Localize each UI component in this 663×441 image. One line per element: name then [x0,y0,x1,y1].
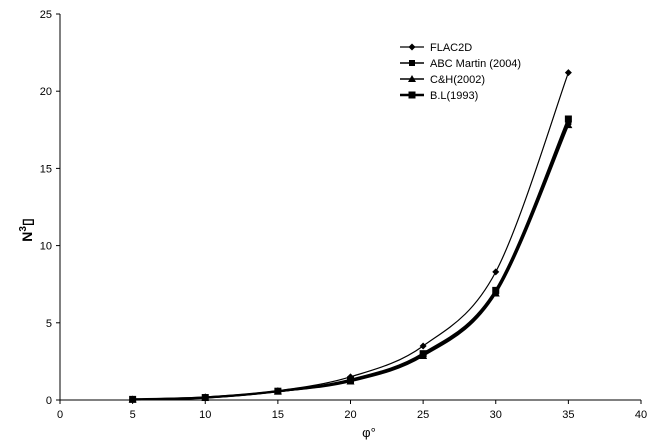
legend-item: ABC Martin (2004) [400,58,521,70]
series-4 [129,115,572,403]
x-axis-title: φ° [362,425,376,440]
y-tick-label: 10 [40,241,52,253]
data-point [564,69,572,77]
y-tick-label: 25 [40,9,52,21]
series-line [132,124,570,401]
x-tick-label: 25 [417,409,429,421]
legend-label: B.L(1993) [430,90,478,102]
y-tick-label: 5 [46,318,52,330]
legend-label: FLAC2D [430,42,472,54]
legend-label: ABC Martin (2004) [430,58,521,70]
data-point [419,342,427,350]
data-point [419,350,427,358]
legend-item: B.L(1993) [400,90,478,102]
data-point [274,387,282,395]
x-tick-label: 40 [635,409,647,421]
y-axis-title-box: ▯ [19,218,35,226]
series-line [132,118,570,401]
data-point [564,115,572,123]
legend-swatch-marker [408,75,416,82]
x-tick-label: 15 [272,409,284,421]
x-tick-label: 35 [562,409,574,421]
legend-label: C&H(2002) [430,74,485,86]
x-tick-label: 10 [199,409,211,421]
x-tick-label: 30 [490,409,502,421]
series-line [132,121,570,401]
series-line [132,72,569,400]
tick-labels: 0 5 10 15 20 25 30 35 40 0 5 10 15 20 25 [40,9,647,421]
series-1 [129,69,572,403]
series-group [128,69,573,403]
data-point [201,394,209,402]
data-point [129,395,137,403]
legend: FLAC2D ABC Martin (2004) C&H(2002) B.L(1993… [400,42,521,102]
legend-swatch-marker [408,91,416,99]
x-tick-label: 20 [344,409,356,421]
legend-swatch-marker [408,43,416,51]
data-point [492,268,500,276]
legend-swatch-marker [409,60,415,66]
legend-item: C&H(2002) [400,74,485,86]
x-tick-label: 5 [130,409,136,421]
series-2 [129,119,572,403]
y-axis-title: N3▯ [18,218,35,241]
y-tick-label: 20 [40,86,52,98]
axes [56,13,642,404]
data-point [492,286,500,294]
y-tick-label: 15 [40,163,52,175]
svg-text:N3▯: N3▯ [18,218,35,241]
data-point [347,376,354,384]
series-3 [128,121,573,403]
x-tick-label: 0 [57,409,63,421]
legend-item: FLAC2D [400,42,472,54]
y-axis-title-sup: 3 [18,226,29,232]
y-tick-label: 0 [46,395,52,407]
y-axis-title-main: N [19,232,35,242]
